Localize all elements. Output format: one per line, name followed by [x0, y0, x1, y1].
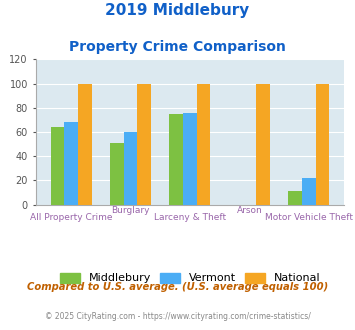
Text: Arson: Arson — [236, 206, 262, 215]
Text: Larceny & Theft: Larceny & Theft — [154, 213, 226, 222]
Text: Burglary: Burglary — [111, 206, 150, 215]
Text: 2019 Middlebury: 2019 Middlebury — [105, 3, 250, 18]
Text: All Property Crime: All Property Crime — [30, 213, 113, 222]
Bar — [316, 83, 329, 205]
Text: © 2025 CityRating.com - https://www.cityrating.com/crime-statistics/: © 2025 CityRating.com - https://www.city… — [45, 312, 310, 321]
Bar — [64, 122, 78, 205]
Text: Motor Vehicle Theft: Motor Vehicle Theft — [265, 213, 353, 222]
Legend: Middlebury, Vermont, National: Middlebury, Vermont, National — [55, 268, 325, 288]
Bar — [110, 143, 124, 205]
Bar — [256, 83, 270, 205]
Bar — [124, 132, 137, 205]
Bar — [197, 83, 211, 205]
Bar — [51, 127, 64, 205]
Text: Compared to U.S. average. (U.S. average equals 100): Compared to U.S. average. (U.S. average … — [27, 282, 328, 292]
Bar — [78, 83, 92, 205]
Bar — [137, 83, 151, 205]
Bar — [169, 114, 183, 205]
Bar — [288, 191, 302, 205]
Bar — [302, 178, 316, 205]
Text: Property Crime Comparison: Property Crime Comparison — [69, 40, 286, 53]
Bar — [183, 113, 197, 205]
